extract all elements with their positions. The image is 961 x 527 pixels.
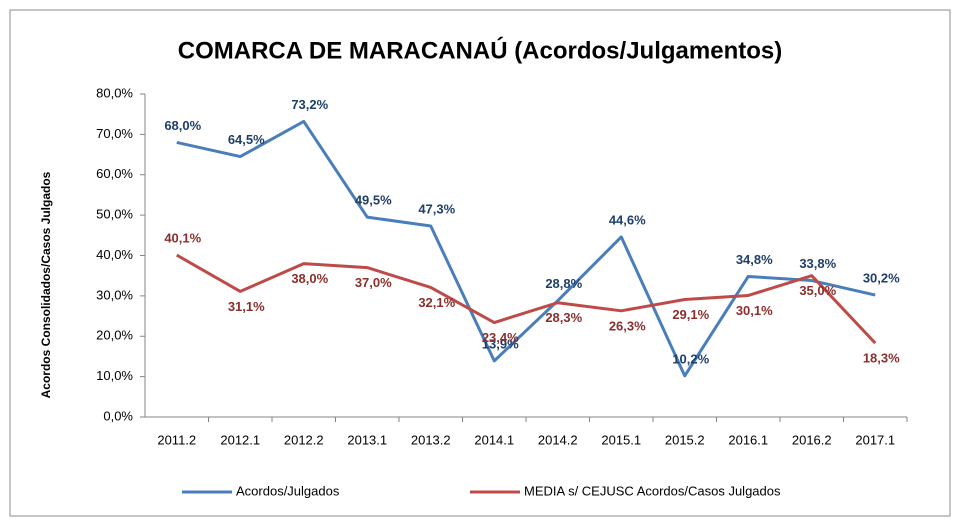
y-tick-label: 0,0% xyxy=(103,408,133,423)
data-label: 44,6% xyxy=(609,212,646,227)
x-tick-label: 2017.1 xyxy=(855,432,895,447)
legend-label: Acordos/Julgados xyxy=(236,483,340,498)
data-label: 38,0% xyxy=(291,271,328,286)
data-label: 64,5% xyxy=(228,132,265,147)
x-tick-label: 2015.1 xyxy=(601,432,641,447)
data-label: 23,4% xyxy=(482,330,519,345)
x-tick-label: 2016.2 xyxy=(792,432,832,447)
x-tick-label: 2012.2 xyxy=(284,432,324,447)
series-line xyxy=(176,253,877,345)
y-tick-label: 80,0% xyxy=(96,85,133,100)
data-label: 35,0% xyxy=(799,283,836,298)
chart-border xyxy=(9,9,951,517)
data-label: 30,1% xyxy=(736,303,773,318)
data-label: 73,2% xyxy=(291,97,328,112)
data-label: 47,3% xyxy=(418,201,455,216)
data-label: 26,3% xyxy=(609,318,646,333)
y-tick-label: 30,0% xyxy=(96,287,133,302)
data-label: 33,8% xyxy=(799,256,836,271)
y-tick-label: 50,0% xyxy=(96,207,133,222)
x-tick-label: 2014.2 xyxy=(538,432,578,447)
data-label: 29,1% xyxy=(672,307,709,322)
data-label: 28,8% xyxy=(545,276,582,291)
y-tick-label: 20,0% xyxy=(96,328,133,343)
data-label: 13,9% xyxy=(482,336,519,351)
legend-label: MEDIA s/ CEJUSC Acordos/Casos Julgados xyxy=(524,483,781,498)
data-label: 18,3% xyxy=(863,351,900,366)
x-tick-label: 2013.1 xyxy=(347,432,387,447)
data-label: 31,1% xyxy=(228,299,265,314)
x-tick-label: 2013.2 xyxy=(411,432,451,447)
data-label: 30,2% xyxy=(863,271,900,286)
data-label: 37,0% xyxy=(355,275,392,290)
y-tick-label: 60,0% xyxy=(96,166,133,181)
x-tick-label: 2016.1 xyxy=(728,432,768,447)
y-tick-label: 40,0% xyxy=(96,247,133,262)
y-tick-label: 70,0% xyxy=(96,126,133,141)
data-label: 40,1% xyxy=(164,231,201,246)
chart-title: COMARCA DE MARACANAÚ (Acordos/Julgamento… xyxy=(178,36,782,64)
x-tick-label: 2014.1 xyxy=(474,432,514,447)
x-tick-label: 2015.2 xyxy=(665,432,705,447)
data-label: 68,0% xyxy=(164,118,201,133)
x-tick-label: 2011.2 xyxy=(157,432,196,447)
data-label: 28,3% xyxy=(545,310,582,325)
x-tick-label: 2012.1 xyxy=(220,432,260,447)
y-axis-title: Acordos Consolidados/Casos Julgados xyxy=(39,171,53,398)
data-label: 34,8% xyxy=(736,252,773,267)
y-tick-label: 10,0% xyxy=(96,368,133,383)
data-label: 32,1% xyxy=(418,295,455,310)
series-line xyxy=(176,119,876,378)
data-label: 10,2% xyxy=(672,351,709,366)
data-label: 49,5% xyxy=(355,193,392,208)
